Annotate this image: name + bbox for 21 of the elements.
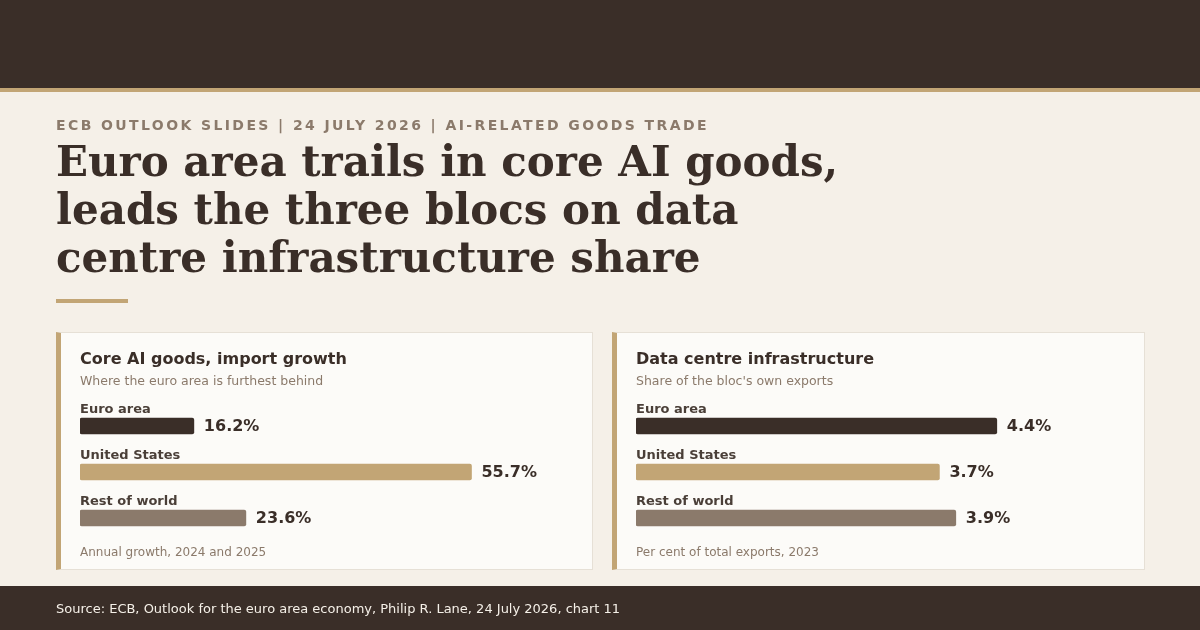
data-label: 3.7% bbox=[949, 462, 994, 482]
data-label: 23.6% bbox=[255, 508, 312, 528]
data-label: 3.9% bbox=[965, 508, 1011, 528]
data-label: 16.2% bbox=[203, 416, 260, 436]
category-label: Rest of world bbox=[636, 493, 734, 508]
text: Annual growth, 2024 and 2025 bbox=[80, 545, 267, 559]
category-label: United States bbox=[636, 447, 737, 462]
text: Euro area trails in core AI goods, leads the three blocs on data centre infrastructure share bbox=[56, 137, 840, 282]
text: Per cent of total exports, 2023 bbox=[636, 545, 819, 559]
chart-title: Data centre infrastructure bbox=[636, 349, 875, 368]
category-label: United States bbox=[80, 447, 181, 462]
chart-subtitle: Share of the bloc's own exports bbox=[636, 373, 834, 388]
text: ECB OUTLOOK SLIDES | 24 JULY 2026 | AI-RELATED GOODS TRADE bbox=[56, 117, 709, 133]
category-label: Euro area bbox=[636, 401, 707, 416]
source-note: Source: ECB, Outlook for the euro area economy, Philip R. Lane, 24 July 2026, chart 11 bbox=[56, 601, 621, 616]
category-label: Rest of world bbox=[80, 493, 178, 508]
category-label: Euro area bbox=[80, 401, 151, 416]
chart-title: Core AI goods, import growth bbox=[80, 349, 347, 368]
data-label: 55.7% bbox=[481, 462, 538, 482]
data-label: 4.4% bbox=[1006, 416, 1052, 436]
chart-subtitle: Where the euro area is furthest behind bbox=[80, 373, 324, 388]
